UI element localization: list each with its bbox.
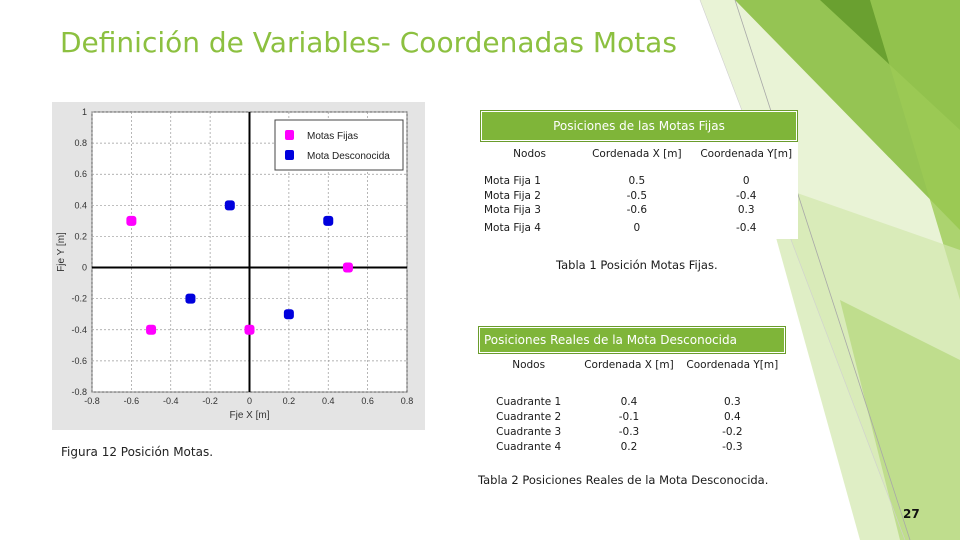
- table-cell: -0.6: [626, 203, 648, 216]
- x-tick-label: 0.8: [401, 396, 414, 406]
- table1-header: Cordenada X [m]: [592, 148, 682, 160]
- table-row: Mota Fija 3 -0.6 0.3: [481, 203, 797, 217]
- table-cell: -0.1: [618, 411, 640, 423]
- figure-caption: Figura 12 Posición Motas.: [61, 445, 214, 459]
- y-tick-label: 0: [82, 263, 87, 273]
- x-tick-label: -0.2: [202, 396, 218, 406]
- y-tick-label: -0.6: [71, 356, 87, 366]
- x-tick-label: 0.2: [283, 396, 296, 406]
- table-row: Cuadrante 3 -0.3 -0.2: [479, 425, 785, 440]
- table-cell: 0: [633, 221, 641, 234]
- legend-label: Motas Fijas: [307, 131, 358, 142]
- table-cell: 0: [742, 174, 750, 187]
- x-tick-label: 0.4: [322, 396, 335, 406]
- table-cell: Mota Fija 3: [484, 203, 541, 216]
- table-cell: Mota Fija 1: [484, 174, 541, 187]
- y-tick-label: 0.2: [74, 231, 87, 241]
- x-tick-label: -0.4: [163, 396, 179, 406]
- table1-caption: Tabla 1 Posición Motas Fijas.: [556, 258, 718, 272]
- data-point: [185, 293, 196, 304]
- legend-label: Mota Desconocida: [307, 151, 390, 162]
- y-tick-label: 1: [82, 107, 87, 117]
- table-cell: -0.3: [618, 426, 640, 438]
- table-cell: 0.5: [628, 174, 646, 187]
- table-row: Mota Fija 1 0.5 0: [481, 173, 797, 189]
- table-cell: Cuadrante 3: [496, 426, 562, 438]
- table-cell: 0.3: [737, 203, 755, 216]
- legend-marker: [285, 130, 294, 140]
- table-cell: 0.2: [620, 441, 638, 453]
- table-cell: Cuadrante 2: [496, 411, 562, 423]
- x-tick-label: 0.6: [361, 396, 374, 406]
- table-cell: -0.4: [735, 189, 757, 202]
- y-tick-label: -0.8: [71, 387, 87, 397]
- table-cell: 0.3: [723, 396, 741, 408]
- scatter-chart-svg: -0.8 -0.6 -0.4 -0.2 0 0.2 0.4 0.6 0.8 1 0.8 0.6 0.4 0…: [56, 107, 414, 421]
- data-point: [342, 262, 353, 273]
- data-point: [126, 215, 137, 226]
- data-point: [323, 215, 334, 226]
- y-tick-label: 0.8: [74, 138, 87, 148]
- legend-box: [274, 119, 404, 171]
- table2-header: Cordenada X [m]: [584, 359, 674, 371]
- table-row: Cuadrante 1 0.4 0.3: [479, 395, 785, 410]
- slide-title: Definición de Variables- Coordenadas Mot…: [60, 26, 677, 59]
- table-cell: 0.4: [723, 411, 741, 423]
- data-point: [146, 324, 157, 335]
- y-axis-label: Fje Y [m]: [56, 232, 67, 272]
- table1-title: Posiciones de las Motas Fijas: [480, 110, 798, 142]
- x-tick-label: -0.8: [84, 396, 100, 406]
- table-cell: Cuadrante 1: [496, 396, 562, 408]
- unknown-mote-table: Posiciones Reales de la Mota Desconocida…: [478, 326, 786, 455]
- fixed-motes-table: Posiciones de las Motas Fijas Nodos Cord…: [480, 110, 798, 239]
- table-cell: Mota Fija 4: [484, 221, 541, 234]
- position-chart: -0.8 -0.6 -0.4 -0.2 0 0.2 0.4 0.6 0.8 1 0.8 0.6 0.4 0…: [52, 102, 425, 430]
- table-cell: Mota Fija 2: [484, 189, 541, 202]
- x-tick-label: 0: [247, 396, 252, 406]
- legend-marker: [285, 150, 294, 160]
- table1-header: Nodos: [513, 148, 547, 160]
- table2-header: Coordenada Y[m]: [686, 359, 779, 371]
- table-row: Mota Fija 4 0 -0.4: [481, 217, 797, 239]
- table-row: Cuadrante 4 0.2 -0.3: [479, 440, 785, 455]
- y-tick-label: 0.6: [74, 169, 87, 179]
- table-cell: -0.4: [735, 221, 757, 234]
- x-tick-label: -0.6: [124, 396, 140, 406]
- y-tick-label: 0.4: [74, 200, 87, 210]
- table-row: Cuadrante 2 -0.1 0.4: [479, 410, 785, 425]
- table2-caption: Tabla 2 Posiciones Reales de la Mota Des…: [478, 473, 769, 487]
- page-number: 27: [903, 507, 920, 521]
- data-point: [224, 200, 235, 211]
- x-axis-label: Fje X [m]: [229, 410, 269, 421]
- data-point: [283, 309, 294, 320]
- table-cell: -0.3: [722, 441, 743, 453]
- y-tick-label: -0.2: [71, 294, 87, 304]
- table-row: Mota Fija 2 -0.5 -0.4: [481, 189, 797, 203]
- table-cell: -0.2: [722, 426, 743, 438]
- table-cell: 0.4: [620, 396, 638, 408]
- table-cell: Cuadrante 4: [496, 441, 562, 453]
- table1-header: Coordenada Y[m]: [700, 148, 793, 160]
- data-point: [244, 324, 255, 335]
- y-tick-label: -0.4: [71, 325, 87, 335]
- table2-header: Nodos: [512, 359, 546, 371]
- table2-title: Posiciones Reales de la Mota Desconocida: [478, 326, 786, 354]
- table-cell: -0.5: [626, 189, 648, 202]
